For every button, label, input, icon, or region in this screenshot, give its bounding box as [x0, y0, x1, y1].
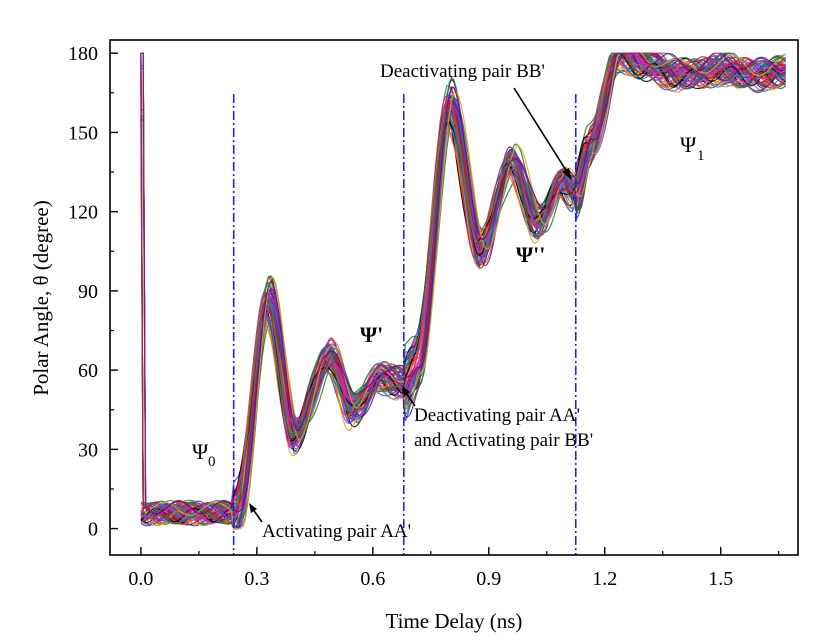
x-axis-title: Time Delay (ns) — [386, 609, 523, 633]
annotation-activating-aa-text: Activating pair AA' — [262, 521, 411, 542]
psi0-symbol: Ψ — [192, 439, 209, 464]
x-tick-label: 0.3 — [244, 568, 269, 590]
x-tick-label: 1.2 — [592, 568, 617, 590]
psi1-subscript: 1 — [697, 148, 705, 164]
state-label-psi0: Ψ 0 — [192, 439, 216, 470]
x-tick-label: 0.0 — [128, 568, 153, 590]
arrow-deactivating-bb — [513, 87, 570, 176]
psi-double-prime-label: Ψ'' — [516, 242, 545, 267]
y-tick-label: 60 — [78, 360, 98, 382]
annotation-activating-aa: Activating pair AA' — [249, 503, 411, 542]
annotation-deactivating-aa: Deactivating pair AA' and Activating pai… — [402, 386, 593, 451]
y-tick-label: 150 — [68, 122, 98, 144]
y-tick-label: 120 — [68, 202, 98, 224]
trace-bundle — [140, 52, 787, 530]
psi0-subscript: 0 — [208, 454, 216, 470]
arrowhead-deactivating-aa — [402, 386, 410, 396]
psi1-symbol: Ψ — [680, 132, 697, 157]
plot-frame — [109, 39, 799, 556]
psi-prime-label: Ψ' — [360, 322, 383, 347]
trace-line — [140, 56, 787, 525]
y-axis-ticks: 0 30 60 90 120 150 180 — [68, 43, 118, 541]
x-axis-ticks: 0.0 0.3 0.6 0.9 1.2 1.5 — [128, 547, 780, 590]
arrowhead-deactivating-bb — [562, 168, 572, 180]
x-tick-label: 0.6 — [360, 568, 385, 590]
x-tick-label: 0.9 — [476, 568, 501, 590]
arrowhead-activating-aa — [249, 503, 257, 513]
annotation-deactivating-bb: Deactivating pair BB' — [380, 61, 572, 180]
y-axis-title: Polar Angle, θ (degree) — [29, 200, 53, 396]
y-tick-label: 90 — [78, 281, 98, 303]
y-tick-label: 180 — [68, 43, 98, 65]
trace-line — [140, 52, 786, 521]
annotation-deactivating-aa-line1: Deactivating pair AA' — [414, 405, 580, 426]
y-tick-label: 0 — [88, 519, 98, 541]
annotation-deactivating-bb-text: Deactivating pair BB' — [380, 61, 545, 82]
annotation-deactivating-aa-line2: and Activating pair BB' — [414, 430, 593, 451]
y-tick-label: 30 — [78, 439, 98, 461]
state-label-psi1: Ψ 1 — [680, 132, 705, 164]
trace-line — [140, 52, 786, 519]
transition-markers — [232, 94, 577, 555]
trace-line — [140, 52, 786, 515]
x-tick-label: 1.5 — [708, 568, 733, 590]
